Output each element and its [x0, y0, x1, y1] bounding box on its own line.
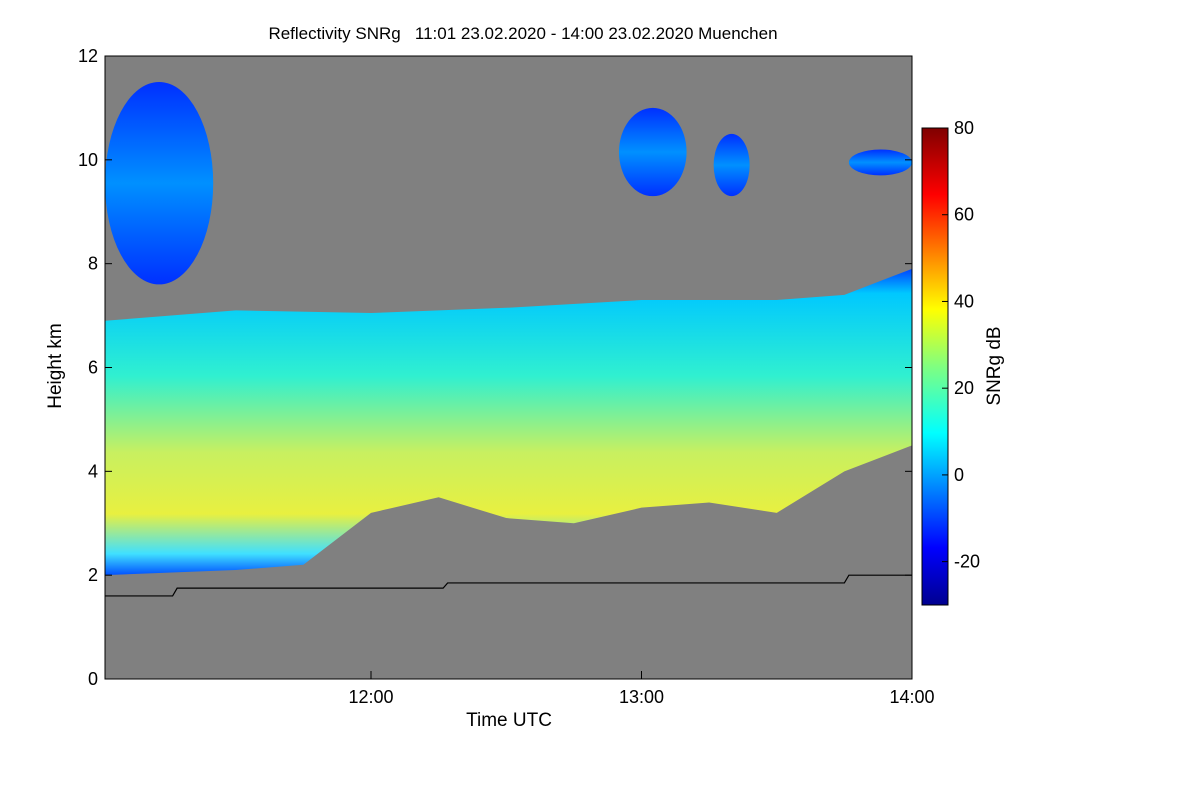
x-axis: 12:00 13:00 14:00: [348, 671, 935, 707]
y-tick-label: 6: [88, 358, 98, 378]
x-axis-label: Time UTC: [466, 710, 552, 731]
colorbar-ticks: -20 0 20 40 60 80: [942, 118, 980, 572]
y-tick-label: 12: [78, 46, 98, 66]
echo-features: [105, 81, 912, 597]
colorbar-tick-label: 60: [954, 205, 974, 225]
plot-area: [104, 55, 913, 680]
cirrus-patch: [105, 81, 214, 285]
colorbar-tick-label: 40: [954, 291, 974, 311]
y-axis: 0 2 4 6 8 10 12: [78, 46, 912, 689]
y-tick-label: 4: [88, 461, 98, 481]
cirrus-patch: [848, 149, 912, 176]
colorbar-scale: [921, 127, 949, 606]
colorbar-label: SNRg dB: [984, 326, 1005, 405]
cirrus-patch: [618, 107, 687, 197]
cirrus-patch: [713, 133, 750, 197]
x-tick-label: 14:00: [889, 687, 934, 707]
y-tick-label: 0: [88, 669, 98, 689]
y-tick-label: 10: [78, 150, 98, 170]
cloud-layer: [105, 268, 912, 576]
colorbar-tick-label: 0: [954, 465, 964, 485]
colorbar-tick-label: 80: [954, 118, 974, 138]
chart-title: Reflectivity SNRg 11:01 23.02.2020 - 14:…: [268, 24, 777, 43]
colorbar: -20 0 20 40 60 80 SNRg dB: [921, 118, 1005, 606]
colorbar-tick-label: 20: [954, 378, 974, 398]
y-tick-label: 8: [88, 254, 98, 274]
y-axis-label: Height km: [45, 323, 66, 409]
x-tick-label: 13:00: [619, 687, 664, 707]
y-tick-label: 2: [88, 565, 98, 585]
x-tick-label: 12:00: [348, 687, 393, 707]
colorbar-tick-label: -20: [954, 552, 980, 572]
boundary-line: [105, 574, 912, 597]
